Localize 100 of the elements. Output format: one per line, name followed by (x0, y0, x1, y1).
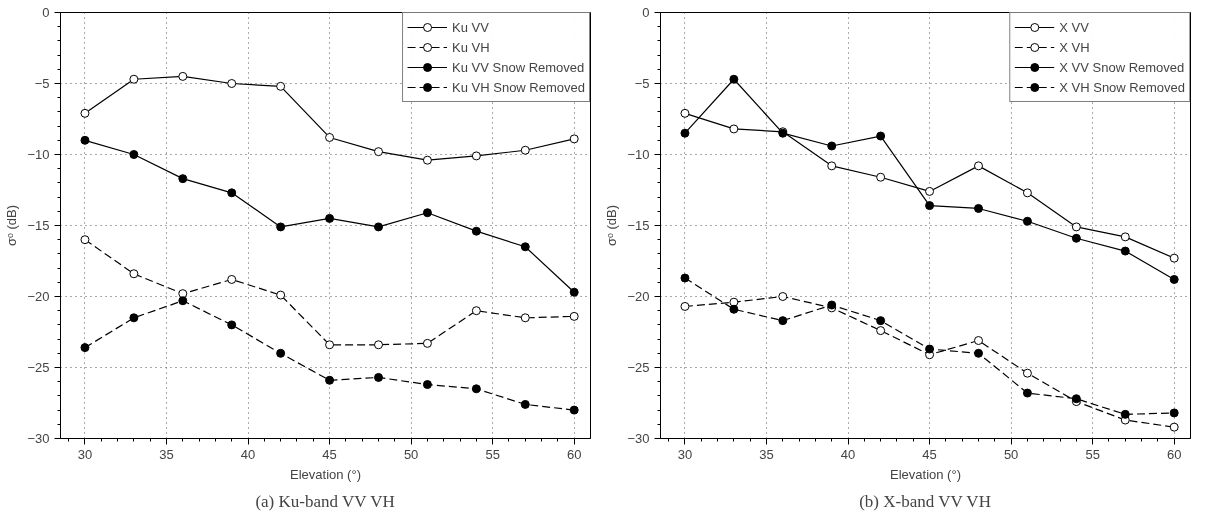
point (778, 292, 788, 301)
point (276, 348, 286, 358)
point (471, 226, 481, 236)
point (680, 108, 690, 118)
point (974, 203, 983, 213)
x-axis-title: Elevation (°) (890, 466, 961, 482)
point (729, 74, 739, 84)
point (80, 343, 90, 353)
y-tick-label: 0 (642, 5, 650, 20)
point (925, 186, 935, 196)
point (227, 188, 237, 198)
y-tick-label: −25 (27, 360, 50, 375)
point (876, 326, 886, 336)
point (520, 145, 530, 155)
point (325, 213, 335, 223)
y-tick-label: −20 (627, 289, 650, 304)
y-tick-label: −5 (634, 76, 650, 91)
x-axis-title: Elevation (°) (290, 466, 361, 482)
point (876, 172, 886, 182)
point (876, 316, 886, 326)
point (178, 71, 188, 81)
point (178, 296, 188, 306)
y-tick-label: −10 (627, 147, 650, 162)
point (1022, 368, 1032, 378)
x-tick-label: 50 (403, 446, 419, 462)
point (827, 161, 837, 171)
point (520, 313, 530, 323)
point (876, 131, 886, 141)
x-tick-label: 55 (1085, 446, 1100, 462)
x-tick-label: 50 (1003, 446, 1019, 462)
x-tick-label: 45 (322, 446, 337, 462)
point (80, 135, 90, 145)
point (1120, 409, 1130, 419)
x-tick-label: 55 (485, 446, 500, 462)
point (1071, 233, 1081, 243)
point (471, 306, 481, 316)
point (1120, 246, 1130, 256)
y-axis-title: σᵒ (dB) (604, 204, 620, 247)
legend-label: Ku VV (452, 18, 489, 37)
legend-label: X VH (1059, 38, 1090, 57)
point (827, 141, 837, 151)
point (227, 274, 237, 284)
point (1169, 253, 1179, 263)
y-tick-label: −15 (27, 218, 50, 233)
legend-label: Ku VH (452, 38, 490, 57)
point (129, 313, 139, 323)
point (1169, 274, 1179, 284)
point (422, 155, 432, 165)
point (569, 134, 579, 144)
y-tick-label: −15 (627, 218, 650, 233)
point (1022, 216, 1032, 226)
point (471, 384, 481, 394)
point (1120, 232, 1130, 242)
point (680, 128, 690, 138)
point (422, 380, 432, 390)
point (374, 222, 383, 232)
point (374, 340, 383, 350)
point (129, 150, 139, 159)
point (422, 338, 432, 348)
point (680, 273, 690, 283)
point (1071, 222, 1081, 232)
y-tick-label: −30 (627, 431, 650, 446)
y-tick-label: 0 (42, 5, 50, 20)
y-tick-label: −25 (627, 360, 650, 375)
point (374, 372, 383, 382)
point (925, 344, 935, 354)
y-tick-label: −20 (27, 289, 50, 304)
legend-label: X VH Snow Removed (1059, 78, 1185, 97)
point (974, 348, 983, 358)
point (1022, 388, 1032, 398)
x-tick-label: 30 (677, 446, 693, 462)
point (729, 297, 739, 307)
x-tick-label: 35 (159, 446, 174, 462)
point (1169, 422, 1179, 432)
legend-label: Ku VV Snow Removed (452, 58, 585, 77)
point (680, 301, 690, 311)
point (729, 124, 739, 134)
point (974, 336, 983, 346)
point (974, 161, 983, 171)
point (925, 201, 935, 211)
y-tick-label: −5 (34, 76, 50, 91)
point (1022, 188, 1032, 198)
y-tick-label: −10 (27, 147, 50, 162)
point (325, 340, 335, 350)
y-tick-label: −30 (27, 431, 50, 446)
legend-label: X VV Snow Removed (1059, 58, 1185, 77)
point (729, 304, 739, 314)
x-tick-label: 35 (759, 446, 774, 462)
point (276, 222, 286, 232)
point (520, 399, 530, 409)
x-tick-label: 30 (77, 446, 93, 462)
point (80, 235, 90, 245)
text: (a) Ku-band VV VH (255, 491, 395, 511)
point (778, 316, 788, 326)
x-tick-label: 60 (1166, 446, 1182, 462)
legend-label: Ku VH Snow Removed (452, 78, 585, 97)
point (471, 151, 481, 161)
x-tick-label: 60 (566, 446, 582, 462)
point (129, 269, 139, 279)
point (325, 132, 335, 142)
